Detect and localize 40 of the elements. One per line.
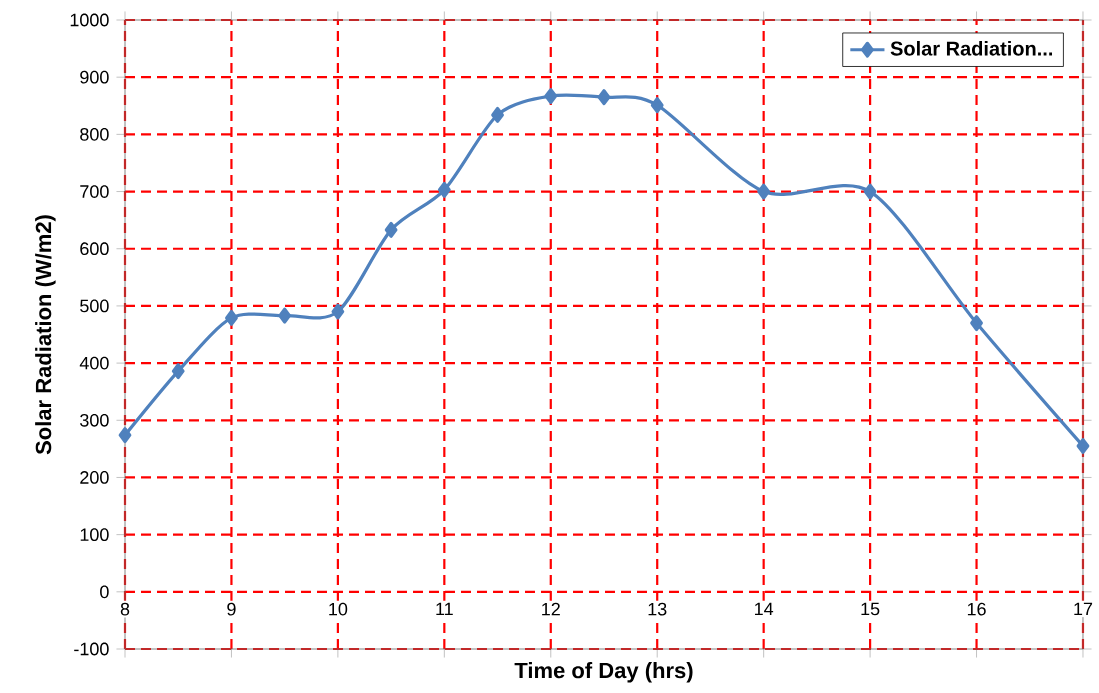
point xyxy=(118,427,132,444)
y-tick-label: -100 xyxy=(74,642,109,656)
x-tick-label: 17 xyxy=(1074,602,1093,616)
y-tick-label: 0 xyxy=(100,585,109,599)
x-tick-label: 12 xyxy=(542,602,560,616)
x-tick-label: 15 xyxy=(861,602,880,616)
point xyxy=(970,315,983,332)
legend-label: Solar Radiation... xyxy=(890,40,1053,56)
point xyxy=(1076,438,1090,454)
y-tick-label: 200 xyxy=(80,471,109,484)
point xyxy=(597,89,611,106)
x-axis-title: Time of Day (hrs) xyxy=(514,662,693,683)
point xyxy=(757,183,771,200)
x-tick-label: 8 xyxy=(120,602,130,616)
x-tick-label: 16 xyxy=(967,602,986,616)
x-tick-label: 11 xyxy=(436,602,453,616)
x-tick-label: 14 xyxy=(755,602,774,616)
point xyxy=(491,106,504,123)
y-tick-label: 900 xyxy=(80,70,109,84)
point xyxy=(650,97,664,114)
y-tick-label: 300 xyxy=(80,413,109,427)
point xyxy=(863,183,877,200)
point xyxy=(544,88,558,105)
point xyxy=(437,181,451,198)
point xyxy=(331,303,345,320)
point xyxy=(171,363,185,380)
y-axis-title: Solar Radiation (W/m2) xyxy=(35,215,56,455)
y-tick-label: 800 xyxy=(80,127,109,141)
y-tick-label: 500 xyxy=(80,299,109,313)
y-tick-label: 600 xyxy=(80,242,109,256)
x-tick-label: 10 xyxy=(329,602,348,616)
point xyxy=(278,307,292,324)
x-tick-label: 13 xyxy=(648,602,667,616)
y-tick-label: 700 xyxy=(80,185,109,198)
y-tick-label: 1000 xyxy=(70,13,109,27)
y-tick-label: 400 xyxy=(79,356,109,370)
point xyxy=(384,221,398,238)
point xyxy=(225,309,238,326)
y-tick-label: 100 xyxy=(80,528,109,542)
x-tick-label: 9 xyxy=(227,602,236,616)
